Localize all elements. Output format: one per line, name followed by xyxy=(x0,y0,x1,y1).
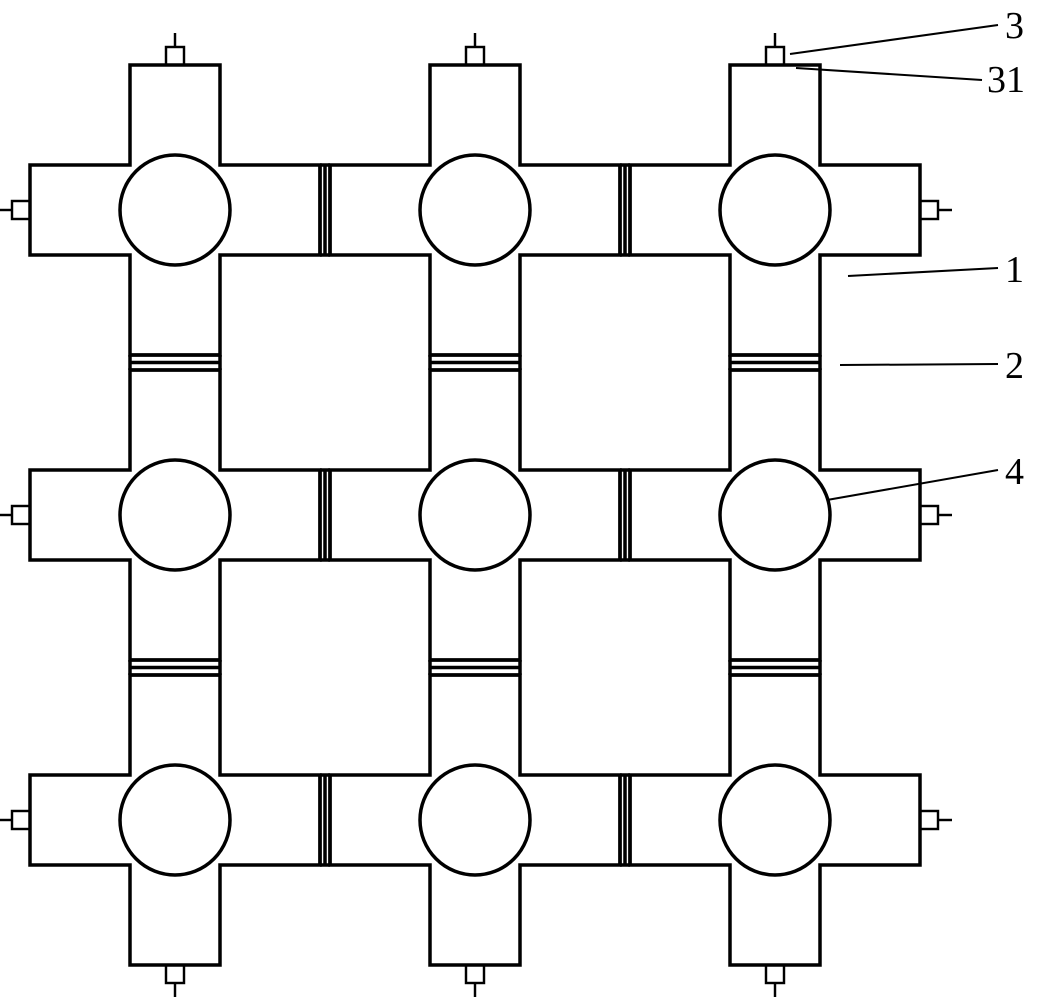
node-circle xyxy=(420,155,530,265)
callout-label: 3 xyxy=(1005,5,1024,47)
node-circle xyxy=(720,765,830,875)
node-circle xyxy=(420,460,530,570)
node-circle xyxy=(420,765,530,875)
callout-label: 2 xyxy=(1005,345,1024,387)
leader-line xyxy=(840,364,998,365)
callout-label: 1 xyxy=(1005,249,1024,291)
node-circle xyxy=(120,765,230,875)
node-circle xyxy=(120,155,230,265)
leader-line xyxy=(790,25,998,54)
leader-line xyxy=(796,68,982,80)
callout-label: 31 xyxy=(987,59,1025,101)
node-circle xyxy=(720,460,830,570)
node-circle xyxy=(120,460,230,570)
leader-line xyxy=(848,268,998,276)
callout-label: 4 xyxy=(1005,451,1024,493)
node-circle xyxy=(720,155,830,265)
grid-diagram: 3 31 1 2 4 xyxy=(0,0,1046,1008)
